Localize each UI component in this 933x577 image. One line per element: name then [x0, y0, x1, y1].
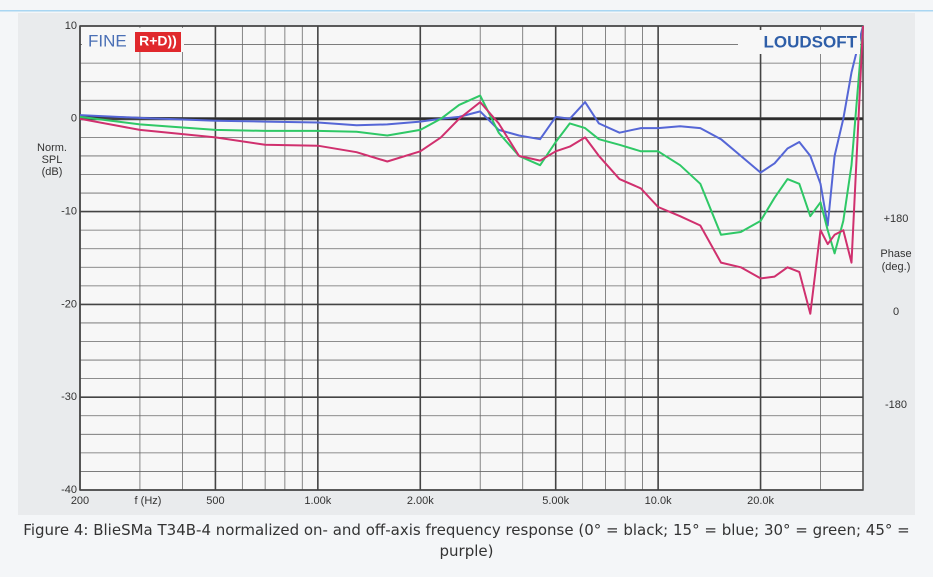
y-label-line: Norm.	[37, 142, 67, 154]
series-line	[79, 25, 864, 227]
logo-bg	[738, 30, 860, 54]
logo-badge-bg	[135, 32, 181, 52]
y2-tick-label: -180	[885, 399, 907, 411]
plot-border	[79, 25, 864, 491]
series-line	[79, 25, 864, 315]
plot-area	[80, 26, 863, 490]
series-line	[79, 115, 863, 120]
chart: FINE R+D)) LOUDSOFT Norm. SPL (dB) Phase…	[0, 10, 933, 515]
x-tick-label: 1.00k	[304, 495, 331, 507]
y2-tick-label: +180	[884, 213, 909, 225]
x-tick-label: 500	[206, 495, 224, 507]
x-tick-label: 20.0k	[747, 495, 774, 507]
caption: Figure 4: BlieSMa T34B-4 normalized on- …	[23, 521, 910, 560]
x-tick-label: 200	[71, 495, 89, 507]
series-line	[79, 25, 864, 255]
y-label-line: SPL	[42, 154, 63, 166]
y-tick-label: -20	[61, 298, 77, 310]
x-tick-label: 5.00k	[542, 495, 569, 507]
x-label: f (Hz)	[135, 495, 162, 507]
y2-label-line: (deg.)	[882, 261, 911, 273]
logo-badge: R+D))	[139, 33, 177, 49]
y2-label-line: Phase	[880, 248, 911, 260]
x-tick-label: 10.0k	[645, 495, 672, 507]
x-tick-label: 2.00k	[407, 495, 434, 507]
lines	[79, 25, 864, 315]
y2-tick-label: 0	[893, 306, 899, 318]
y-label-line: (dB)	[42, 166, 63, 178]
y-tick-label: -30	[61, 391, 77, 403]
logo-left: FINE	[88, 31, 127, 50]
top-rule	[0, 10, 933, 12]
y-tick-label: 0	[71, 113, 77, 125]
y-tick-label: 10	[65, 20, 77, 32]
logo-right: LOUDSOFT	[764, 32, 858, 51]
y-tick-label: -10	[61, 206, 77, 218]
y-tick-label: -40	[61, 484, 77, 496]
